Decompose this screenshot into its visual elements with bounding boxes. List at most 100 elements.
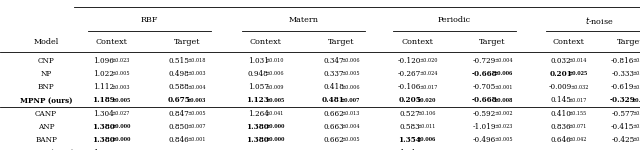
Text: 0.205: 0.205 xyxy=(398,96,421,104)
Text: NP: NP xyxy=(40,70,52,78)
Text: 0.481: 0.481 xyxy=(322,96,345,104)
Text: -0.668: -0.668 xyxy=(472,70,497,78)
Text: 1.123: 1.123 xyxy=(246,96,269,104)
Text: ±0.005: ±0.005 xyxy=(111,98,131,103)
Text: ±0.023: ±0.023 xyxy=(494,124,513,129)
Text: ±0.000: ±0.000 xyxy=(266,124,285,129)
Text: -0.332: -0.332 xyxy=(610,149,636,150)
Text: ±0.017: ±0.017 xyxy=(568,98,587,103)
Text: -0.494: -0.494 xyxy=(472,149,497,150)
Text: 1.031: 1.031 xyxy=(248,57,268,65)
Text: Target: Target xyxy=(479,38,506,46)
Text: -0.009: -0.009 xyxy=(549,83,572,91)
Text: Periodic: Periodic xyxy=(438,16,471,24)
Text: 1.057: 1.057 xyxy=(248,83,268,91)
Text: 1.380: 1.380 xyxy=(92,136,115,144)
Text: 1.022: 1.022 xyxy=(93,70,114,78)
Text: -0.425: -0.425 xyxy=(611,136,634,144)
Text: ±0.078: ±0.078 xyxy=(632,71,640,76)
Text: ±0.018: ±0.018 xyxy=(187,58,205,63)
Text: ±0.008: ±0.008 xyxy=(493,98,513,103)
Text: 1.264: 1.264 xyxy=(248,110,268,118)
Text: 0.588: 0.588 xyxy=(169,83,189,91)
Text: ±0.001: ±0.001 xyxy=(187,137,205,142)
Text: ±0.004: ±0.004 xyxy=(187,85,205,90)
Text: ±0.023: ±0.023 xyxy=(111,58,130,63)
Text: ±0.155: ±0.155 xyxy=(568,111,587,116)
Text: $t$-noise: $t$-noise xyxy=(584,15,614,26)
Text: ±0.009: ±0.009 xyxy=(266,85,284,90)
Text: ±0.005: ±0.005 xyxy=(341,71,360,76)
Text: 0.337: 0.337 xyxy=(323,70,344,78)
Text: MPANP (ours): MPANP (ours) xyxy=(17,149,75,150)
Text: Model: Model xyxy=(33,38,59,46)
Text: 0.847: 0.847 xyxy=(169,110,189,118)
Text: ±0.022: ±0.022 xyxy=(632,111,640,116)
Text: 0.145: 0.145 xyxy=(550,96,571,104)
Text: 0.881: 0.881 xyxy=(168,149,191,150)
Text: ±0.106: ±0.106 xyxy=(417,111,436,116)
Text: ±0.006: ±0.006 xyxy=(493,71,513,76)
Text: BANP: BANP xyxy=(35,136,57,144)
Text: 0.850: 0.850 xyxy=(169,123,189,131)
Text: 1.304: 1.304 xyxy=(93,110,114,118)
Text: ±0.024: ±0.024 xyxy=(419,71,438,76)
Text: ±0.005: ±0.005 xyxy=(187,111,205,116)
Text: ±0.025: ±0.025 xyxy=(632,98,640,103)
Text: 1.380: 1.380 xyxy=(246,136,269,144)
Text: 1.354: 1.354 xyxy=(398,136,421,144)
Text: ±0.003: ±0.003 xyxy=(111,85,130,90)
Text: ±0.005: ±0.005 xyxy=(111,71,130,76)
Text: ±0.004: ±0.004 xyxy=(341,124,360,129)
Text: ±0.014: ±0.014 xyxy=(568,58,587,63)
Text: 1.112: 1.112 xyxy=(93,83,115,91)
Text: ±0.191: ±0.191 xyxy=(632,85,640,90)
Text: ±0.017: ±0.017 xyxy=(419,85,438,90)
Text: ±0.004: ±0.004 xyxy=(494,58,513,63)
Text: 0.846: 0.846 xyxy=(169,136,189,144)
Text: ±0.025: ±0.025 xyxy=(568,71,588,76)
Text: ±0.011: ±0.011 xyxy=(417,124,436,129)
Text: 0.515: 0.515 xyxy=(169,57,189,65)
Text: Matern: Matern xyxy=(289,16,318,24)
Text: ±0.006: ±0.006 xyxy=(417,137,436,142)
Text: 0.675: 0.675 xyxy=(168,96,191,104)
Text: ±0.006: ±0.006 xyxy=(341,85,360,90)
Text: ±0.071: ±0.071 xyxy=(568,124,587,129)
Text: Context: Context xyxy=(95,38,127,46)
Text: ±0.000: ±0.000 xyxy=(266,137,285,142)
Text: ANP: ANP xyxy=(38,123,54,131)
Text: -0.816: -0.816 xyxy=(611,57,634,65)
Text: 1.380: 1.380 xyxy=(246,123,269,131)
Text: 0.948: 0.948 xyxy=(248,70,268,78)
Text: 0.662: 0.662 xyxy=(323,110,344,118)
Text: 0.498: 0.498 xyxy=(169,70,189,78)
Text: ±0.032: ±0.032 xyxy=(632,58,640,63)
Text: CANP: CANP xyxy=(35,110,57,118)
Text: ±0.003: ±0.003 xyxy=(187,71,205,76)
Text: 1.380: 1.380 xyxy=(92,123,115,131)
Text: ±0.000: ±0.000 xyxy=(111,137,131,142)
Text: ±0.006: ±0.006 xyxy=(341,58,360,63)
Text: ±0.007: ±0.007 xyxy=(341,98,360,103)
Text: ±0.003: ±0.003 xyxy=(187,98,206,103)
Text: ±0.013: ±0.013 xyxy=(341,111,360,116)
Text: Context: Context xyxy=(401,38,433,46)
Text: ±0.027: ±0.027 xyxy=(111,111,130,116)
Text: Target: Target xyxy=(617,38,640,46)
Text: ±0.050: ±0.050 xyxy=(632,137,640,142)
Text: ±0.006: ±0.006 xyxy=(266,71,284,76)
Text: ±0.010: ±0.010 xyxy=(266,58,284,63)
Text: -0.496: -0.496 xyxy=(473,136,496,144)
Text: -0.120: -0.120 xyxy=(398,57,421,65)
Text: Target: Target xyxy=(173,38,200,46)
Text: -0.333: -0.333 xyxy=(611,70,634,78)
Text: 0.842: 0.842 xyxy=(549,149,572,150)
Text: 1.379: 1.379 xyxy=(93,149,114,150)
Text: ±0.005: ±0.005 xyxy=(494,137,513,142)
Text: -0.577: -0.577 xyxy=(611,110,634,118)
Text: -0.592: -0.592 xyxy=(473,110,496,118)
Text: -0.106: -0.106 xyxy=(398,83,421,91)
Text: -0.729: -0.729 xyxy=(473,57,496,65)
Text: 1.348: 1.348 xyxy=(399,149,420,150)
